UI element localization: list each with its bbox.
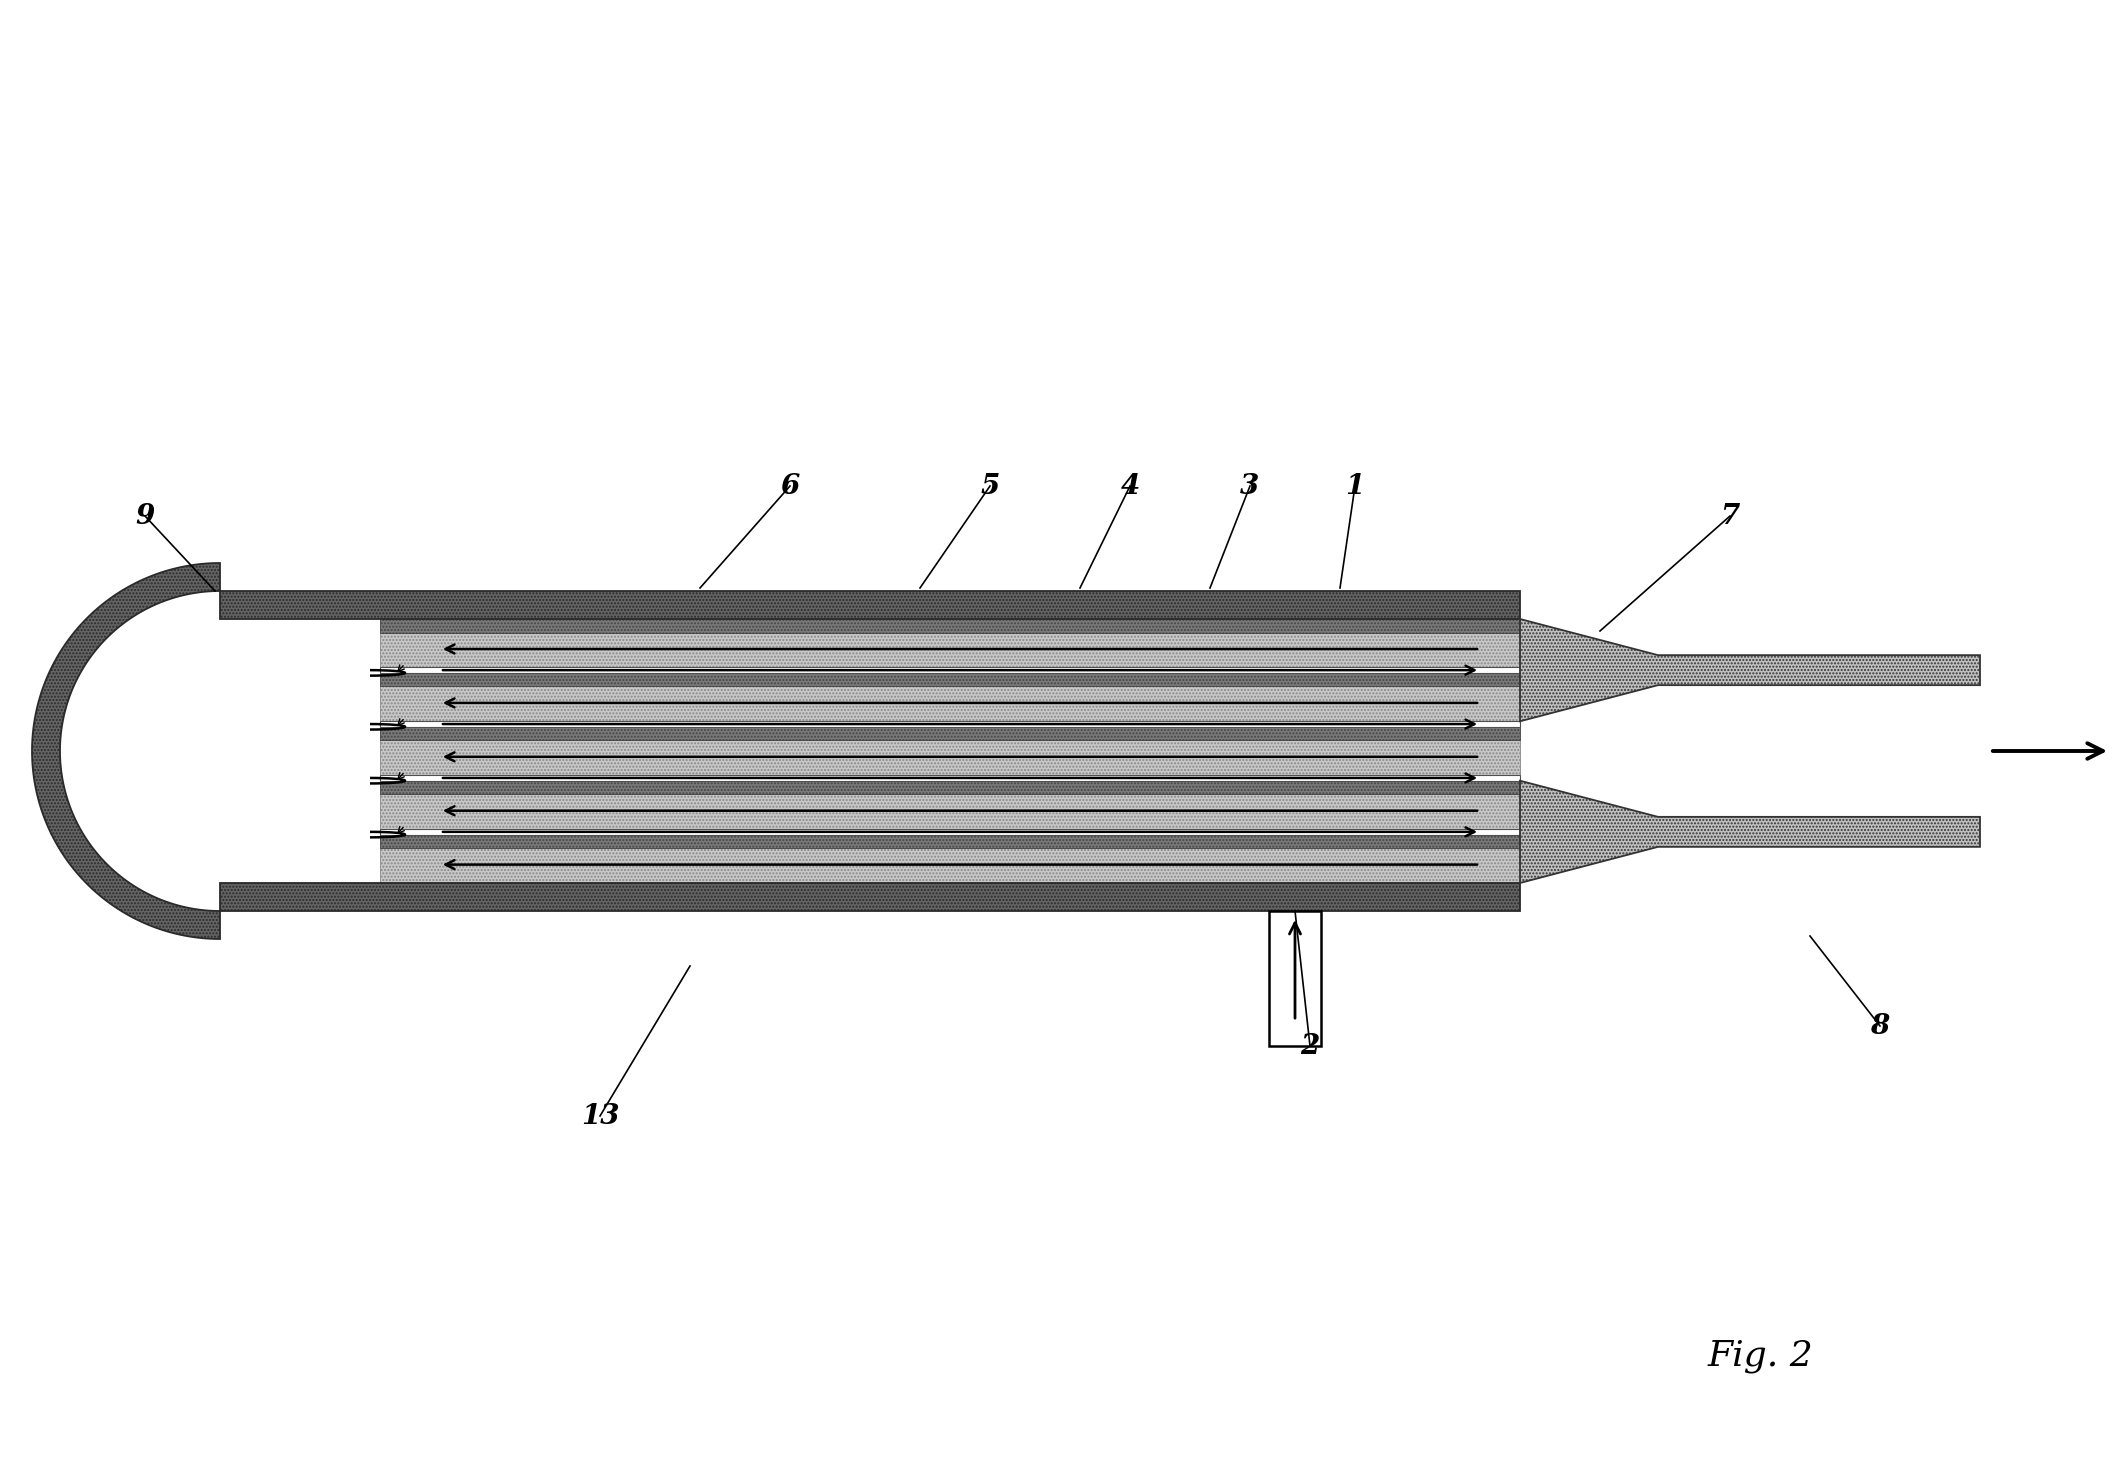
Bar: [220, 883, 1521, 910]
Bar: [379, 740, 1521, 776]
Text: 2: 2: [1300, 1032, 1320, 1060]
Polygon shape: [32, 563, 220, 940]
Bar: [1269, 910, 1322, 1047]
Text: 9: 9: [136, 503, 155, 529]
Polygon shape: [1521, 781, 1980, 883]
Text: 4: 4: [1120, 472, 1139, 500]
Bar: [379, 721, 1521, 727]
Bar: [379, 781, 1521, 795]
Text: Fig. 2: Fig. 2: [1707, 1338, 1813, 1374]
Polygon shape: [1521, 619, 1980, 721]
Bar: [379, 667, 1521, 673]
Bar: [379, 632, 1521, 667]
Bar: [379, 849, 1521, 883]
Bar: [379, 830, 1521, 834]
Bar: [379, 727, 1521, 740]
Text: 7: 7: [1720, 503, 1739, 529]
Bar: [379, 834, 1521, 849]
Text: 6: 6: [779, 472, 801, 500]
Text: 13: 13: [580, 1102, 618, 1129]
Bar: [220, 591, 1521, 619]
Text: 5: 5: [981, 472, 1000, 500]
Text: 1: 1: [1345, 472, 1364, 500]
Bar: [379, 619, 1521, 632]
Bar: [379, 776, 1521, 781]
Text: 8: 8: [1870, 1013, 1889, 1039]
Bar: [379, 795, 1521, 830]
Text: 3: 3: [1241, 472, 1260, 500]
Bar: [379, 673, 1521, 686]
Bar: [379, 686, 1521, 721]
